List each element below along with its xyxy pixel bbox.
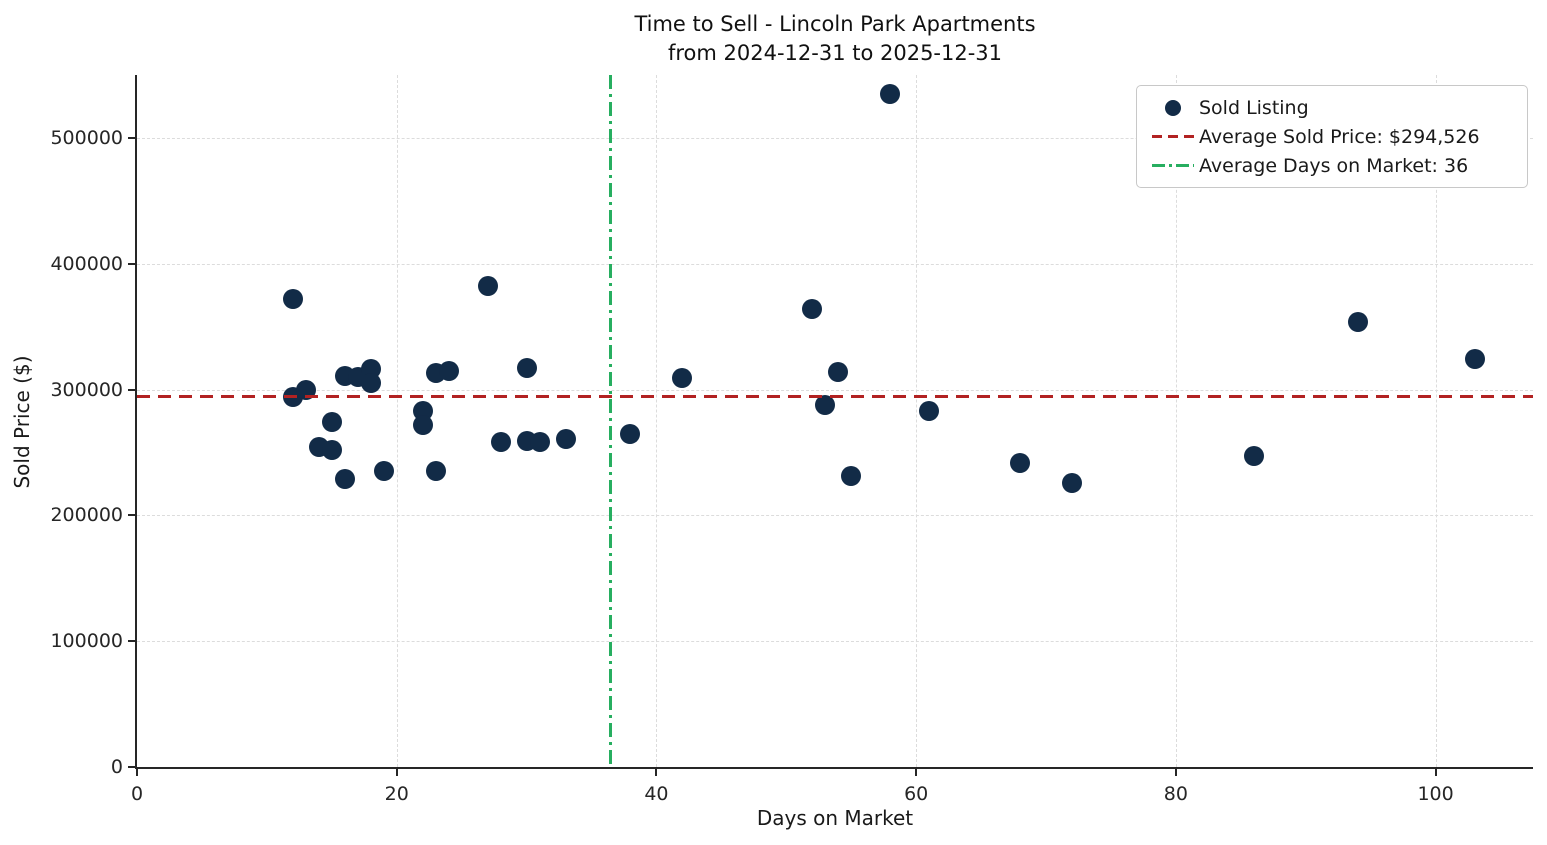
data-point [321,412,342,433]
data-point [919,400,940,421]
avg-price-line [137,394,1533,398]
legend-item-sold-listing: Sold Listing [1147,93,1517,122]
data-point [373,461,394,482]
y-tick [128,388,135,391]
x-tick [1174,769,1177,776]
gridline-y [137,515,1533,517]
gridline-x [1175,75,1177,767]
data-point [334,468,355,489]
x-tick [915,769,918,776]
gridline-x [916,75,918,767]
data-point [1010,452,1031,473]
data-point [815,394,836,415]
y-tick [128,262,135,265]
x-tick-label: 20 [384,783,409,805]
y-tick [128,640,135,643]
gridline-y [137,389,1533,391]
x-tick-label: 80 [1163,783,1188,805]
y-tick-label: 200000 [50,504,123,527]
gridline-y [137,137,1533,139]
data-point [321,439,342,460]
data-point [438,360,459,381]
y-tick-label: 400000 [50,252,123,275]
plot-area: 0 100000 200000 300000 400000 500000 0 20 40 60 80… [50,75,1533,805]
y-axis-label: Sold Price ($) [10,355,34,489]
data-point [295,379,316,400]
data-point [1243,446,1264,467]
gridline-y [137,641,1533,643]
y-tick [128,514,135,517]
y-tick [128,136,135,139]
avg-days-line-icon [1152,164,1194,167]
data-point [620,423,641,444]
x-tick [395,769,398,776]
x-axis-label: Days on Market [756,806,914,830]
legend-label-sold-listing: Sold Listing [1199,96,1309,119]
data-point [360,373,381,394]
data-point [1061,472,1082,493]
data-point [516,358,537,379]
legend-item-avg-days: Average Days on Market: 36 [1147,151,1517,180]
scatter-marker-icon [1165,99,1181,116]
data-point [282,288,303,309]
data-point [425,461,446,482]
data-point [1347,311,1368,332]
y-tick-label: 0 [110,756,123,778]
chart-subtitle: from 2024-12-31 to 2025-12-31 [667,41,1003,65]
data-point [672,368,693,389]
legend-label-avg-days: Average Days on Market: 36 [1199,154,1469,177]
data-point [802,299,823,320]
legend-item-avg-price: Average Sold Price: $294,526 [1147,122,1517,151]
x-tick-label: 0 [130,783,144,805]
data-point [490,432,511,453]
legend-label-avg-price: Average Sold Price: $294,526 [1199,125,1480,148]
x-tick [136,769,138,776]
gridline-y [137,263,1533,265]
data-point [555,428,576,449]
data-point [828,361,849,382]
y-tick [128,766,135,768]
avg-days-line [609,75,613,767]
x-tick [1434,769,1437,776]
x-tick-label: 40 [644,783,669,805]
legend: Sold Listing Average Sold Price: $294,52… [1136,85,1528,188]
data-point [477,276,498,297]
gridline-x [396,75,398,767]
x-tick-label: 100 [1417,783,1454,805]
y-tick-label: 300000 [50,378,123,401]
y-tick-label: 500000 [50,126,123,149]
data-point [1464,349,1485,370]
gridline-x [1435,75,1437,767]
x-tick-label: 60 [904,783,929,805]
gridline-x [656,75,658,767]
data-point [841,466,862,487]
data-point [529,432,550,453]
y-tick-label: 100000 [50,630,123,653]
data-point [412,414,433,435]
data-point [880,83,901,104]
chart-title: Time to Sell - Lincoln Park Apartments [634,12,1036,36]
x-tick [655,769,658,776]
avg-price-line-icon [1152,135,1194,138]
